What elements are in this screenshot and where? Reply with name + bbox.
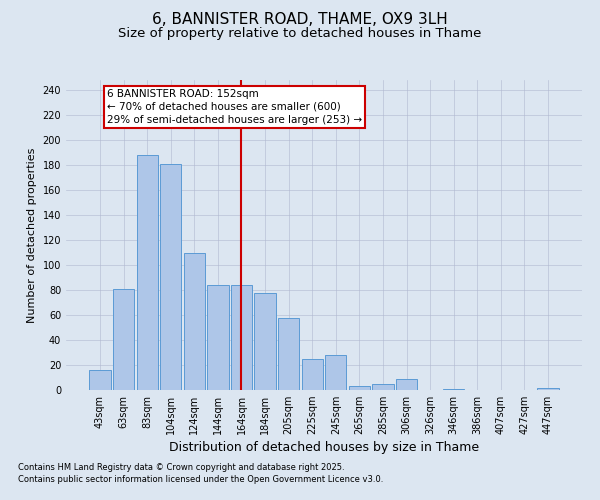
Bar [302,359,323,390]
Bar [89,370,110,390]
Bar [325,355,346,390]
Text: Contains public sector information licensed under the Open Government Licence v3: Contains public sector information licen… [18,474,383,484]
Bar [373,384,394,390]
Bar [443,389,464,390]
Bar [396,379,417,390]
Bar [231,285,252,390]
X-axis label: Distribution of detached houses by size in Thame: Distribution of detached houses by size … [169,442,479,454]
Bar [278,318,299,390]
Bar [137,155,158,390]
Bar [113,289,134,390]
Y-axis label: Number of detached properties: Number of detached properties [27,148,37,322]
Bar [184,252,205,390]
Bar [538,388,559,390]
Text: 6, BANNISTER ROAD, THAME, OX9 3LH: 6, BANNISTER ROAD, THAME, OX9 3LH [152,12,448,28]
Text: Size of property relative to detached houses in Thame: Size of property relative to detached ho… [118,28,482,40]
Bar [160,164,181,390]
Bar [254,292,275,390]
Text: Contains HM Land Registry data © Crown copyright and database right 2025.: Contains HM Land Registry data © Crown c… [18,464,344,472]
Bar [208,285,229,390]
Text: 6 BANNISTER ROAD: 152sqm
← 70% of detached houses are smaller (600)
29% of semi-: 6 BANNISTER ROAD: 152sqm ← 70% of detach… [107,89,362,125]
Bar [349,386,370,390]
